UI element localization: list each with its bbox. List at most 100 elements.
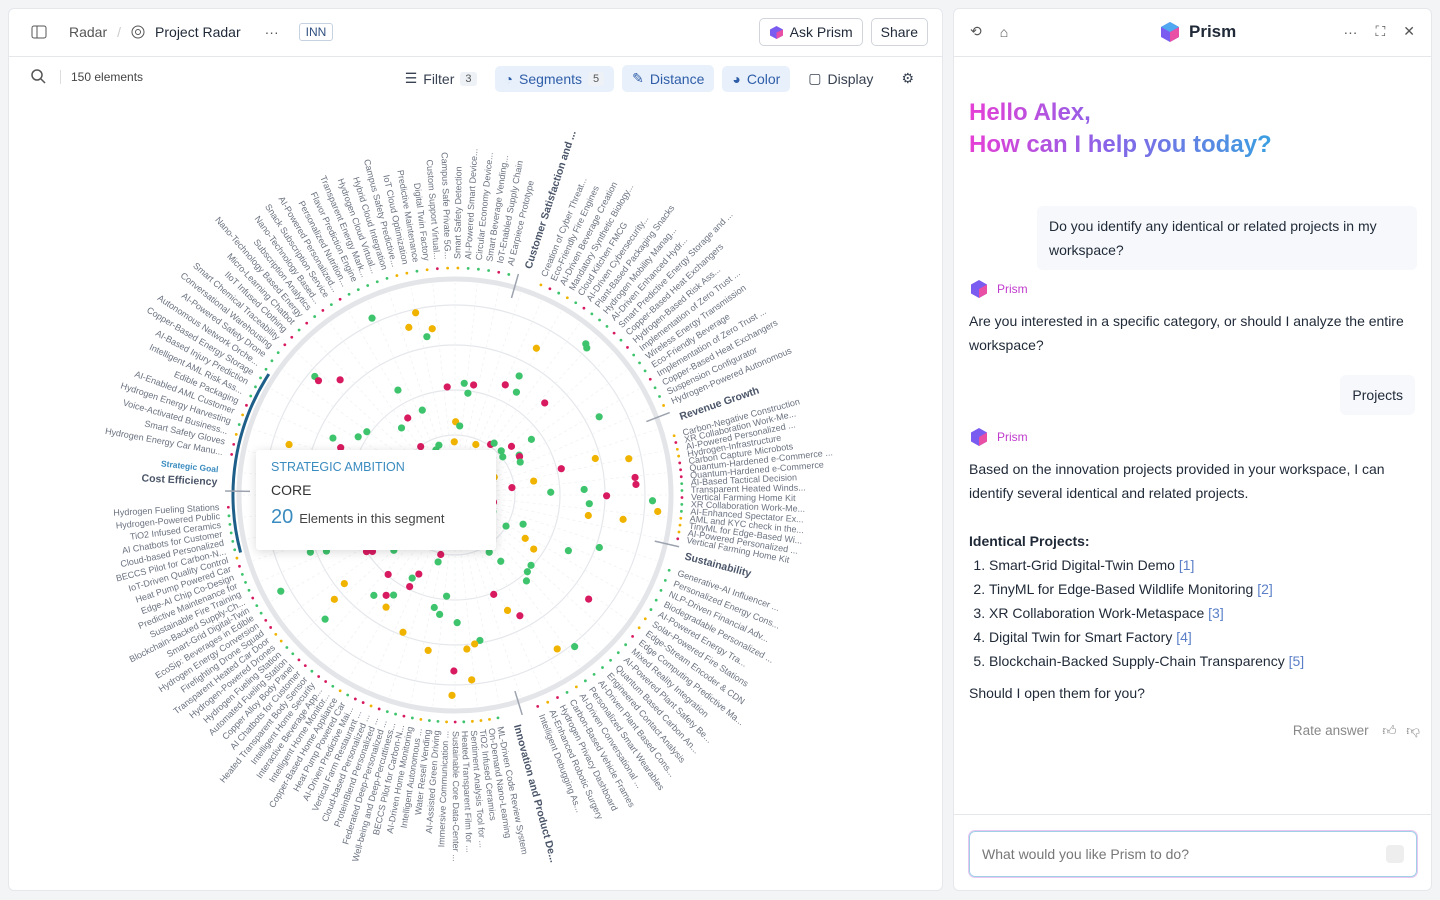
item-tick <box>643 617 647 621</box>
expand[interactable]: ⛶ <box>1375 23 1386 39</box>
item-tick <box>255 604 259 608</box>
item-dot <box>564 547 572 555</box>
item-tick <box>676 537 680 541</box>
history[interactable]: ⟲ <box>970 23 982 39</box>
answer-outro: Should I open them for you? <box>969 685 1145 701</box>
item-dot <box>648 497 657 505</box>
distance[interactable]: ✎ Distance <box>622 65 715 92</box>
ask-prism[interactable]: Ask Prism <box>758 18 863 46</box>
label: Filter <box>423 70 455 87</box>
item-dot <box>336 376 344 384</box>
item-tick <box>247 588 251 592</box>
sender: Prism <box>997 282 1028 296</box>
more[interactable]: ··· <box>264 24 279 40</box>
item-dot <box>515 372 523 380</box>
item-label: Transparent Heated Winds... <box>691 482 806 494</box>
item-dot <box>527 561 535 569</box>
sidebar-icon[interactable] <box>31 24 47 40</box>
item-ref[interactable]: [3] <box>1208 605 1224 621</box>
item-tick <box>303 664 307 668</box>
segments[interactable]: ◔ Segments 5 <box>494 65 615 92</box>
item-tick <box>678 523 682 527</box>
item-dot <box>490 590 498 598</box>
tooltip-subtitle: CORE <box>271 482 312 498</box>
item-tick <box>632 353 636 357</box>
home[interactable]: ⌂ <box>999 23 1009 40</box>
item-dot <box>330 595 338 603</box>
item-ref[interactable]: [4] <box>1176 629 1192 645</box>
item-tick <box>609 658 612 662</box>
item-dot <box>471 640 479 648</box>
filter[interactable]: ☰ Filter 3 <box>395 65 487 92</box>
item-ref[interactable]: [5] <box>1288 653 1305 669</box>
item-tick <box>605 324 609 328</box>
item-tick <box>331 684 335 688</box>
item-ref[interactable]: [1] <box>1178 557 1195 573</box>
item-dot <box>370 591 378 599</box>
settings[interactable]: ⚙ <box>901 70 914 86</box>
item-tick <box>619 338 623 342</box>
radar-icon <box>131 25 145 39</box>
color[interactable]: ◕ Color <box>722 65 791 92</box>
assistant-title: Prism <box>1189 22 1237 41</box>
item-dot <box>507 442 516 450</box>
item-tick <box>385 710 389 714</box>
item-dot <box>450 667 458 675</box>
prompt-input[interactable]: What would you like Prism to do? <box>969 831 1417 877</box>
search[interactable] <box>31 69 46 84</box>
item-tick <box>654 598 658 602</box>
item-text: Smart-Grid Digital-Twin Demo <box>989 557 1175 573</box>
spoke <box>410 287 450 466</box>
item-ref[interactable]: [2] <box>1257 581 1273 597</box>
display[interactable]: ▢ Display <box>808 70 874 87</box>
item-dot <box>415 570 423 578</box>
item-dot <box>523 568 531 576</box>
item-tick <box>238 564 241 568</box>
thumb-up[interactable]: 👍︎ <box>1382 723 1397 738</box>
label: Ask Prism <box>789 24 853 40</box>
close[interactable]: ✕ <box>1403 23 1415 39</box>
spoke <box>482 506 649 582</box>
badge: 5 <box>588 71 605 86</box>
item-dot <box>580 485 588 494</box>
badge: 3 <box>460 71 477 86</box>
item-dot <box>516 612 524 620</box>
item-dot <box>515 452 524 461</box>
placeholder: What would you like Prism to do? <box>982 846 1189 862</box>
item-dot <box>354 433 362 441</box>
item-dot <box>460 379 468 387</box>
item-tick <box>264 618 268 622</box>
item-tick <box>269 626 273 629</box>
item-tick <box>254 385 257 389</box>
crumb[interactable]: Project Radar <box>155 24 241 40</box>
item-dot <box>585 595 593 603</box>
item-dot <box>595 413 603 421</box>
label: Color <box>746 70 781 87</box>
item-tick <box>626 346 629 349</box>
item-dot <box>428 325 436 333</box>
item-tick <box>649 608 653 611</box>
item-dot <box>547 488 555 496</box>
item-dot <box>530 545 538 553</box>
segment-divider <box>646 411 670 423</box>
item-tick <box>680 482 684 486</box>
answer-list: Smart-Grid Digital-Twin Demo [1] TinyML f… <box>969 553 1424 673</box>
crumb[interactable]: Radar <box>69 24 108 40</box>
item-tick <box>394 712 397 716</box>
thumb-down[interactable]: 👎︎ <box>1406 723 1420 738</box>
item-tick <box>658 395 661 398</box>
item-dot <box>584 511 592 520</box>
item-text: TinyML for Edge-Based Wildlife Monitorin… <box>989 581 1254 597</box>
item-tick <box>385 277 389 280</box>
item-dot <box>464 389 472 397</box>
item-dot <box>435 441 443 449</box>
more[interactable]: ··· <box>1343 23 1358 40</box>
share[interactable]: Share <box>870 18 928 46</box>
greeting: How can I help you today? <box>969 129 1272 161</box>
spoke <box>480 388 639 481</box>
item-dot <box>512 388 521 396</box>
item-tick <box>497 270 501 274</box>
spoke <box>484 450 663 490</box>
item-tick <box>274 632 278 636</box>
item-tick <box>590 312 594 316</box>
